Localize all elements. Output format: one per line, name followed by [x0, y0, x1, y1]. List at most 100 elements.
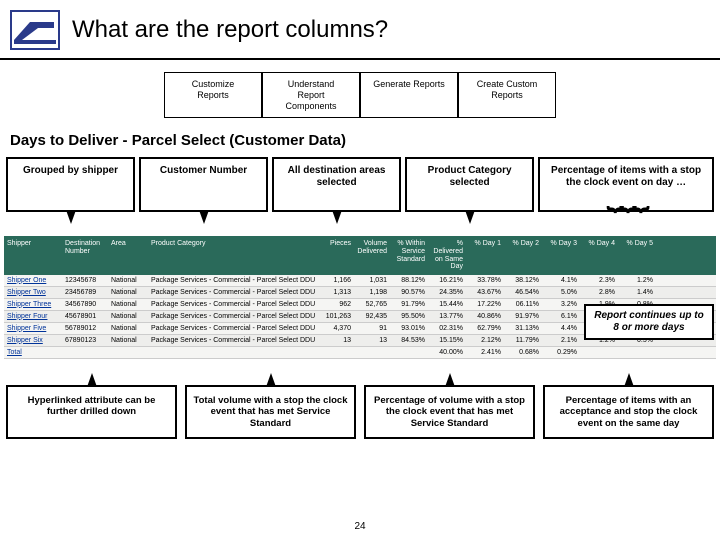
cell-p4: 31.13% — [504, 323, 542, 334]
top-callouts: Grouped by shipper Customer Number All d… — [6, 157, 714, 212]
cell-shipper[interactable]: Shipper One — [4, 275, 62, 286]
callout-text: Percentage of volume with a stop the clo… — [374, 395, 525, 429]
cell-pieces: 4,370 — [318, 323, 354, 334]
table-row: Shipper Two23456789NationalPackage Servi… — [4, 287, 716, 299]
cell-vol: 1,198 — [354, 287, 390, 298]
cell-dest — [62, 347, 108, 358]
col-d3: % Day 3 — [542, 238, 580, 273]
page-number: 24 — [354, 521, 365, 532]
cell-p2: 15.15% — [428, 335, 466, 346]
cell-p1: 84.53% — [390, 335, 428, 346]
callout-pct-volume: Percentage of volume with a stop the clo… — [364, 385, 535, 439]
cell-p5: 4.1% — [542, 275, 580, 286]
callout-text: Hyperlinked attribute can be further dri… — [28, 395, 156, 417]
callout-text: Product Category selected — [428, 165, 512, 188]
cell-area: National — [108, 323, 148, 334]
cell-dest: 56789012 — [62, 323, 108, 334]
cell-p2: 13.77% — [428, 311, 466, 322]
callout-text: Total volume with a stop the clock event… — [194, 395, 348, 429]
cell-p1: 90.57% — [390, 287, 428, 298]
callout-grouped-shipper: Grouped by shipper — [6, 157, 135, 212]
cell-p3: 40.86% — [466, 311, 504, 322]
cell-p4: 91.97% — [504, 311, 542, 322]
callout-text: All destination areas selected — [288, 165, 386, 188]
col-d4: % Day 4 — [580, 238, 618, 273]
cell-p7: 1.2% — [618, 275, 656, 286]
cell-shipper[interactable]: Shipper Two — [4, 287, 62, 298]
table-header: Shipper Destination Number Area Product … — [4, 236, 716, 275]
cell-pieces: 1,166 — [318, 275, 354, 286]
cell-shipper[interactable]: Total — [4, 347, 62, 358]
cell-p6: 2.8% — [580, 287, 618, 298]
cell-prod — [148, 347, 318, 358]
cell-prod: Package Services - Commercial - Parcel S… — [148, 323, 318, 334]
cell-p4: 46.54% — [504, 287, 542, 298]
cell-area — [108, 347, 148, 358]
col-area: Area — [108, 238, 148, 273]
continue-note: Report continues up to 8 or more days — [584, 304, 714, 340]
bottom-callouts: Hyperlinked attribute can be further dri… — [6, 385, 714, 439]
callout-text: Grouped by shipper — [23, 165, 118, 176]
cell-p7: 1.4% — [618, 287, 656, 298]
cell-p5: 2.1% — [542, 335, 580, 346]
cell-vol: 13 — [354, 335, 390, 346]
tab-understand[interactable]: Understand Report Components — [262, 72, 360, 118]
cell-vol — [354, 347, 390, 358]
cell-p7 — [618, 347, 656, 358]
report-table: Shipper Destination Number Area Product … — [4, 236, 716, 359]
cell-area: National — [108, 299, 148, 310]
cell-p1: 88.12% — [390, 275, 428, 286]
callout-hyperlink: Hyperlinked attribute can be further dri… — [6, 385, 177, 439]
cell-p5: 6.1% — [542, 311, 580, 322]
col-d2: % Day 2 — [504, 238, 542, 273]
cell-p6 — [580, 347, 618, 358]
cell-area: National — [108, 311, 148, 322]
cell-shipper[interactable]: Shipper Five — [4, 323, 62, 334]
cell-p2: 15.44% — [428, 299, 466, 310]
cell-area: National — [108, 335, 148, 346]
cell-dest: 12345678 — [62, 275, 108, 286]
tab-customize[interactable]: Customize Reports — [164, 72, 262, 118]
cell-vol: 52,765 — [354, 299, 390, 310]
col-vol: Volume Delivered — [354, 238, 390, 273]
cell-vol: 1,031 — [354, 275, 390, 286]
cell-p3: 2.12% — [466, 335, 504, 346]
callout-percentage-day: Percentage of items with a stop the cloc… — [538, 157, 714, 212]
cell-shipper[interactable]: Shipper Four — [4, 311, 62, 322]
header: What are the report columns? — [0, 0, 720, 60]
callout-product-category: Product Category selected — [405, 157, 534, 212]
page-title: What are the report columns? — [72, 16, 388, 44]
cell-p1: 95.50% — [390, 311, 428, 322]
callout-customer-number: Customer Number — [139, 157, 268, 212]
cell-vol: 92,435 — [354, 311, 390, 322]
cell-shipper[interactable]: Shipper Three — [4, 299, 62, 310]
report-subtitle: Days to Deliver - Parcel Select (Custome… — [10, 132, 720, 149]
callout-text: Percentage of items with an acceptance a… — [560, 395, 698, 429]
col-d1: % Day 1 — [466, 238, 504, 273]
cell-prod: Package Services - Commercial - Parcel S… — [148, 287, 318, 298]
cell-p5: 4.4% — [542, 323, 580, 334]
table-row: Total40.00%2.41%0.68%0.29% — [4, 347, 716, 359]
callout-text: Customer Number — [160, 165, 247, 176]
cell-vol: 91 — [354, 323, 390, 334]
tab-custom[interactable]: Create Custom Reports — [458, 72, 556, 118]
cell-pieces: 962 — [318, 299, 354, 310]
cell-pieces: 101,263 — [318, 311, 354, 322]
tab-generate[interactable]: Generate Reports — [360, 72, 458, 118]
cell-p1: 91.79% — [390, 299, 428, 310]
col-dest: Destination Number — [62, 238, 108, 273]
callout-pct-items: Percentage of items with an acceptance a… — [543, 385, 714, 439]
cell-area: National — [108, 275, 148, 286]
col-product: Product Category — [148, 238, 318, 273]
cell-dest: 67890123 — [62, 335, 108, 346]
cell-shipper[interactable]: Shipper Six — [4, 335, 62, 346]
cell-p3: 43.67% — [466, 287, 504, 298]
cell-p5: 3.2% — [542, 299, 580, 310]
cell-prod: Package Services - Commercial - Parcel S… — [148, 335, 318, 346]
cell-prod: Package Services - Commercial - Parcel S… — [148, 299, 318, 310]
cell-dest: 45678901 — [62, 311, 108, 322]
cell-p1 — [390, 347, 428, 358]
callout-total-volume: Total volume with a stop the clock event… — [185, 385, 356, 439]
usps-logo — [10, 10, 60, 50]
col-pct-same: % Delivered on Same Day — [428, 238, 466, 273]
